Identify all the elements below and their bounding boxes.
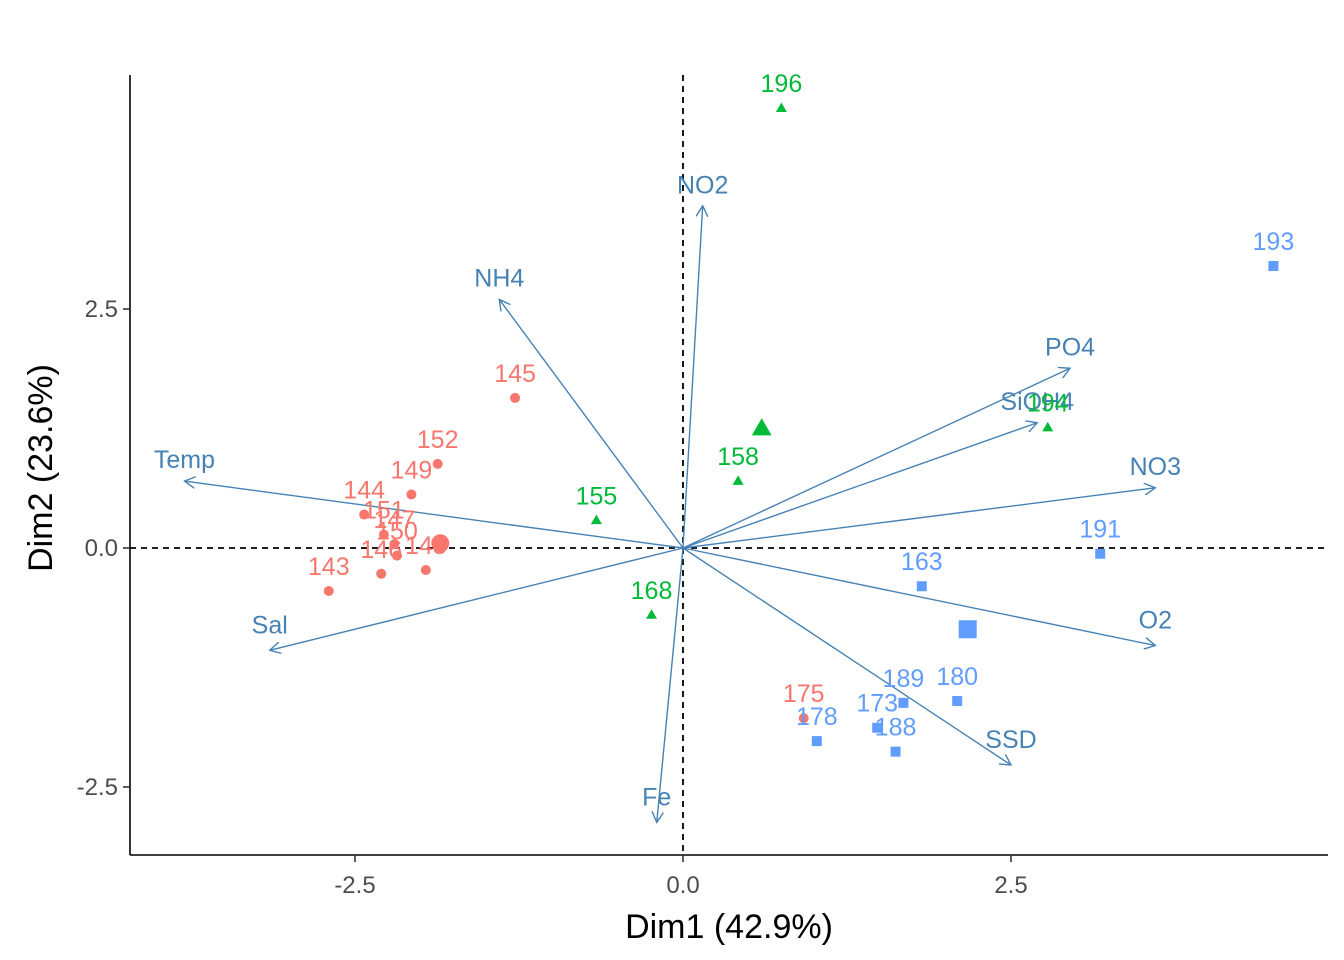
- variable-label-temp: Temp: [154, 446, 215, 474]
- variable-label-ssd: SSD: [985, 726, 1036, 754]
- point-147: [389, 539, 400, 550]
- variable-label-no2: NO2: [677, 172, 728, 200]
- axes: -2.5 0.0 2.5 -2.5 0.0 2.5: [77, 75, 1328, 899]
- point-label-147: 147: [374, 506, 416, 534]
- y-tick-label: -2.5: [77, 774, 118, 801]
- variable-label-o2: O2: [1139, 607, 1172, 635]
- point-label-173: 173: [856, 690, 898, 718]
- arrow-sal: [270, 547, 684, 650]
- point-label-175: 175: [783, 680, 825, 708]
- point-146: [376, 568, 387, 579]
- point-label-144: 144: [343, 477, 385, 505]
- point-189: [898, 697, 909, 708]
- x-tick-label: 2.5: [994, 872, 1027, 899]
- point-label-152: 152: [417, 426, 459, 454]
- point-label-151: 151: [363, 497, 405, 525]
- arrow-fe: [657, 547, 684, 822]
- point-labels: NO2 NH4 Temp Sal Fe PO4 SiOH4 NO3 O2 SSD 145 152149…: [154, 70, 1294, 811]
- arrow-o2: [682, 547, 1155, 646]
- point-151: [378, 529, 389, 540]
- variable-label-fe: Fe: [642, 784, 671, 812]
- point-191: [1095, 548, 1106, 559]
- variable-label-sioh4: SiOH4: [1000, 388, 1074, 416]
- y-tick-label: 2.5: [85, 296, 118, 323]
- point-149: [406, 489, 417, 500]
- point-label-191: 191: [1079, 516, 1121, 544]
- point-label-158: 158: [717, 443, 759, 471]
- point-168: [646, 609, 658, 619]
- point-173: [872, 722, 883, 733]
- point-158: [732, 475, 744, 485]
- point-145: [510, 392, 521, 403]
- point-194: [1042, 421, 1054, 432]
- variable-label-no3: NO3: [1130, 453, 1181, 481]
- x-tick-label: -2.5: [334, 872, 375, 899]
- point-label-196: 196: [761, 70, 803, 98]
- reference-lines: [130, 75, 1328, 855]
- point-144: [359, 509, 370, 520]
- point-label-145: 145: [494, 360, 536, 388]
- point-label-149: 149: [391, 456, 433, 484]
- point-label-143: 143: [308, 553, 350, 581]
- point-180: [952, 695, 963, 706]
- arrow-no2: [682, 206, 703, 549]
- point-label-163: 163: [901, 548, 943, 576]
- point-150: [391, 550, 402, 561]
- point-175: [798, 713, 809, 724]
- point-label-189: 189: [883, 665, 925, 693]
- point-152: [432, 458, 443, 469]
- point-163: [916, 581, 927, 592]
- point-label-148: 148: [405, 532, 447, 560]
- arrow-no3: [682, 488, 1155, 549]
- point-label-193: 193: [1253, 228, 1295, 256]
- variable-label-po4: PO4: [1045, 333, 1095, 361]
- x-tick-label: 0.0: [666, 872, 699, 899]
- arrow-temp: [184, 481, 684, 549]
- variable-arrows: [184, 206, 1155, 823]
- point-178: [811, 736, 822, 747]
- point-188: [890, 746, 901, 757]
- point-label-146: 146: [360, 536, 402, 564]
- point-label-168: 168: [631, 577, 673, 605]
- x-axis-title: Dim1 (42.9%): [625, 908, 833, 946]
- point-label-178: 178: [796, 703, 838, 731]
- arrow-ssd: [682, 547, 1011, 765]
- variable-label-sal: Sal: [252, 611, 288, 639]
- group-2-centroid: [751, 418, 772, 436]
- point-label-180: 180: [936, 663, 978, 691]
- group-3-centroid: [958, 620, 977, 639]
- y-axis-title: Dim2 (23.6%): [22, 364, 60, 572]
- arrow-nh4: [499, 299, 684, 549]
- point-label-150: 150: [376, 518, 418, 546]
- group-1-centroid: [431, 534, 450, 553]
- point-label-194: 194: [1027, 390, 1069, 418]
- variable-label-nh4: NH4: [474, 264, 524, 292]
- point-143: [323, 586, 334, 597]
- point-155: [590, 514, 602, 525]
- point-148: [420, 564, 431, 575]
- point-label-155: 155: [576, 482, 618, 510]
- individual-points: [323, 102, 1279, 757]
- arrow-sioh4: [682, 423, 1037, 549]
- point-label-188: 188: [875, 714, 917, 742]
- arrow-po4: [682, 368, 1070, 549]
- point-193: [1268, 260, 1279, 271]
- y-tick-label: 0.0: [85, 535, 118, 562]
- point-196: [775, 102, 787, 113]
